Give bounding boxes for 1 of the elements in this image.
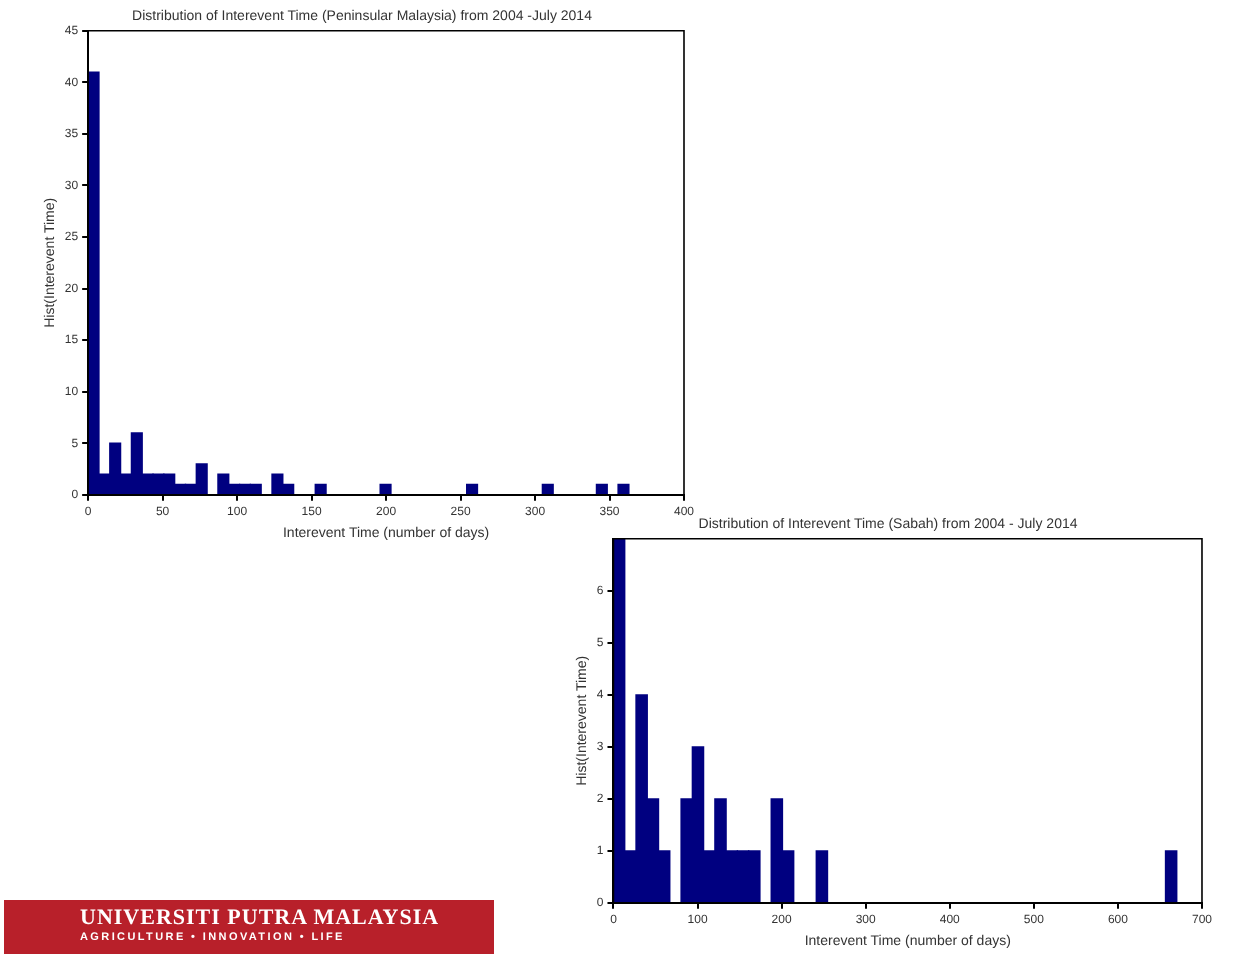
text: UNIVERSITI PUTRA MALAYSIA bbox=[80, 906, 440, 930]
